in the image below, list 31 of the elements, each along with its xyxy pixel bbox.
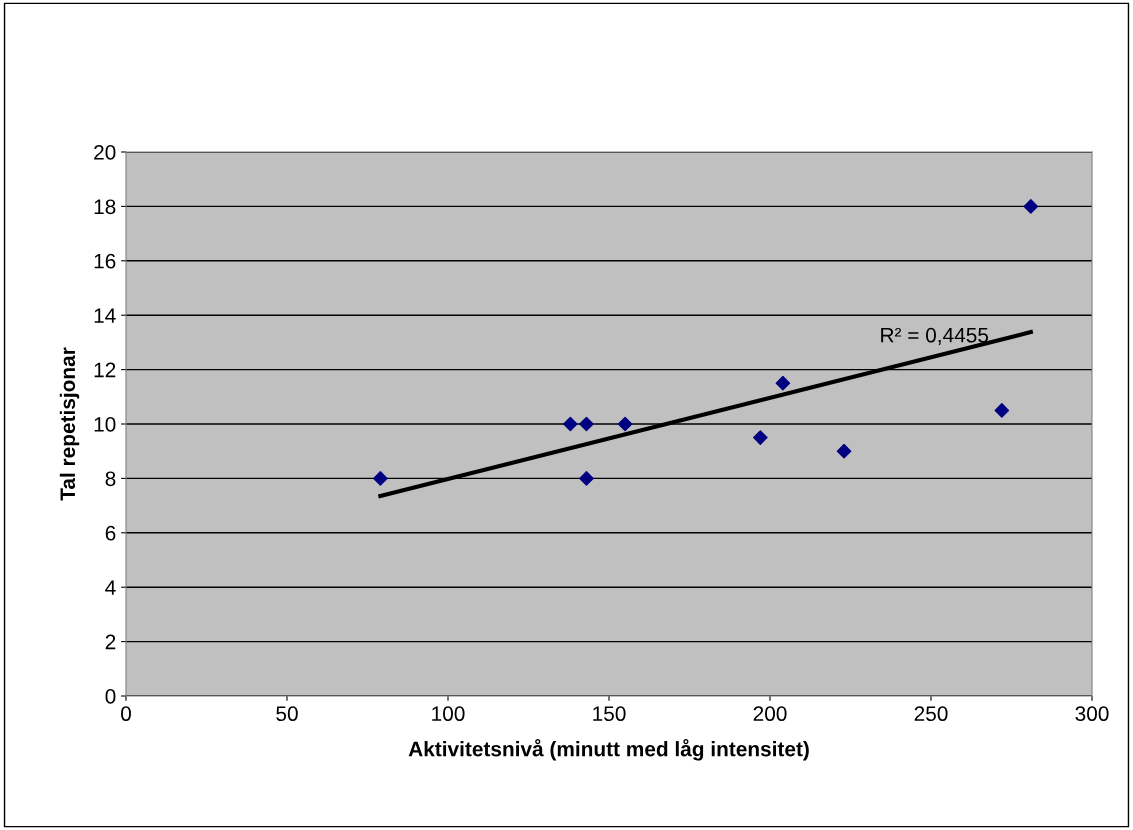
x-axis-title: Aktivitetsnivå (minutt med låg intensitet) (408, 739, 809, 761)
x-tick-label: 100 (432, 706, 465, 722)
y-tick-label: 10 (94, 417, 116, 432)
x-tick-label: 250 (914, 706, 948, 722)
y-tick-label: 20 (94, 145, 116, 160)
y-tick-label: 4 (105, 580, 116, 595)
y-axis-title: Tal repetisjonar (59, 347, 80, 501)
point (579, 471, 594, 486)
point (753, 430, 768, 445)
point (617, 416, 633, 432)
annotation: R² = 0,4455 (881, 327, 989, 346)
x-tick-label: 150 (593, 706, 626, 722)
point (994, 403, 1010, 418)
y-tick-label: 0 (105, 689, 116, 704)
point (775, 375, 791, 391)
y-tick-label: 12 (94, 362, 116, 378)
y-tick-label: 2 (105, 634, 116, 650)
y-tick-label: 18 (94, 199, 116, 215)
x-tick-label: 300 (1075, 706, 1109, 722)
point (836, 443, 852, 459)
y-tick-label: 14 (94, 308, 116, 323)
y-tick-label: 6 (105, 525, 116, 541)
x-tick-label: 50 (276, 706, 298, 722)
x-tick-label: 200 (753, 706, 787, 722)
x-tick-label: 0 (121, 706, 131, 722)
point (579, 416, 594, 432)
point (373, 471, 388, 486)
y-tick-label: 16 (94, 253, 116, 269)
y-tick-label: 8 (105, 471, 116, 487)
point (563, 416, 578, 432)
point (1023, 199, 1039, 214)
